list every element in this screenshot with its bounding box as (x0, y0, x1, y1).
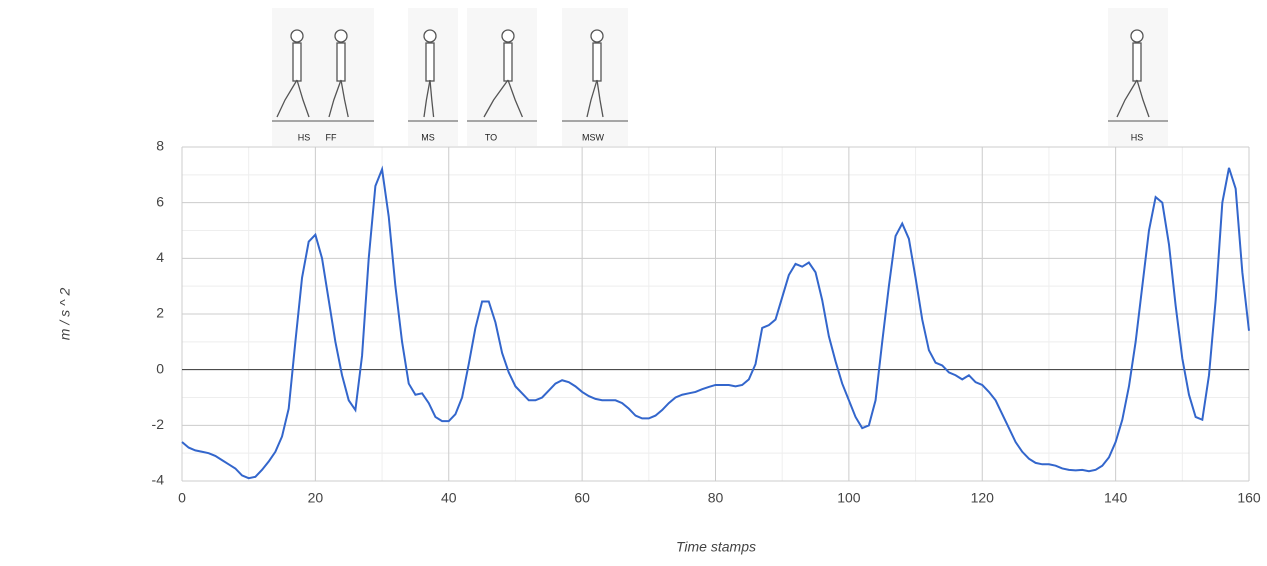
x-tick-label: 40 (441, 490, 457, 506)
walking-figure (483, 29, 523, 118)
figure-leg (296, 79, 310, 118)
x-axis-label: Time stamps (676, 539, 756, 555)
y-tick-label: 0 (156, 360, 164, 376)
walking-figure (586, 29, 604, 118)
gait-phase-label: FF (326, 132, 337, 142)
figure-body (425, 42, 435, 82)
gait-phase-label: HS (298, 132, 311, 142)
figure-body (1132, 42, 1142, 82)
y-tick-label: 4 (156, 249, 164, 265)
figure-head (334, 29, 348, 43)
walking-figure (276, 29, 310, 118)
data-line (181, 165, 1250, 480)
y-tick-label: 6 (156, 193, 164, 209)
figure-head (423, 29, 437, 43)
walking-figure (328, 29, 349, 118)
gait-phase-label: MS (421, 132, 435, 142)
figure-body (336, 42, 346, 82)
y-tick-label: -2 (152, 416, 165, 432)
x-tick-label: 60 (574, 490, 590, 506)
figure-head (1130, 29, 1144, 43)
figure-leg (429, 79, 435, 118)
figure-leg (483, 79, 509, 118)
figure-leg (1136, 79, 1150, 118)
figure-leg (596, 79, 604, 118)
x-tick-label: 0 (178, 490, 186, 506)
figure-body (503, 42, 513, 82)
figure-leg (423, 79, 431, 118)
figure-head (501, 29, 515, 43)
figure-leg (340, 79, 349, 118)
gait-phase-label: HS (1131, 132, 1144, 142)
figure-head (290, 29, 304, 43)
gait-phase-label: TO (485, 132, 497, 142)
x-tick-label: 80 (708, 490, 724, 506)
x-tick-label: 160 (1237, 490, 1261, 506)
illustration-panel (272, 8, 374, 146)
x-tick-label: 20 (308, 490, 324, 506)
figure-head (590, 29, 604, 43)
gait-phase-label: MSW (582, 132, 605, 142)
figure-leg (1116, 79, 1138, 118)
figure-leg (507, 79, 523, 118)
figure-leg (328, 79, 342, 118)
walking-figure (423, 29, 437, 118)
figure-body (292, 42, 302, 82)
y-tick-label: -4 (152, 472, 165, 488)
figure-leg (276, 79, 298, 118)
y-tick-label: 2 (156, 305, 164, 321)
illustration-panel (467, 8, 537, 146)
x-tick-label: 100 (837, 490, 861, 506)
y-axis-label: m / s ^ 2 (57, 288, 73, 341)
figure-body (592, 42, 602, 82)
x-tick-label: 120 (971, 490, 995, 506)
y-tick-label: 8 (156, 138, 164, 154)
figure-leg (586, 79, 598, 118)
walking-figure (1116, 29, 1150, 118)
x-tick-label: 140 (1104, 490, 1128, 506)
